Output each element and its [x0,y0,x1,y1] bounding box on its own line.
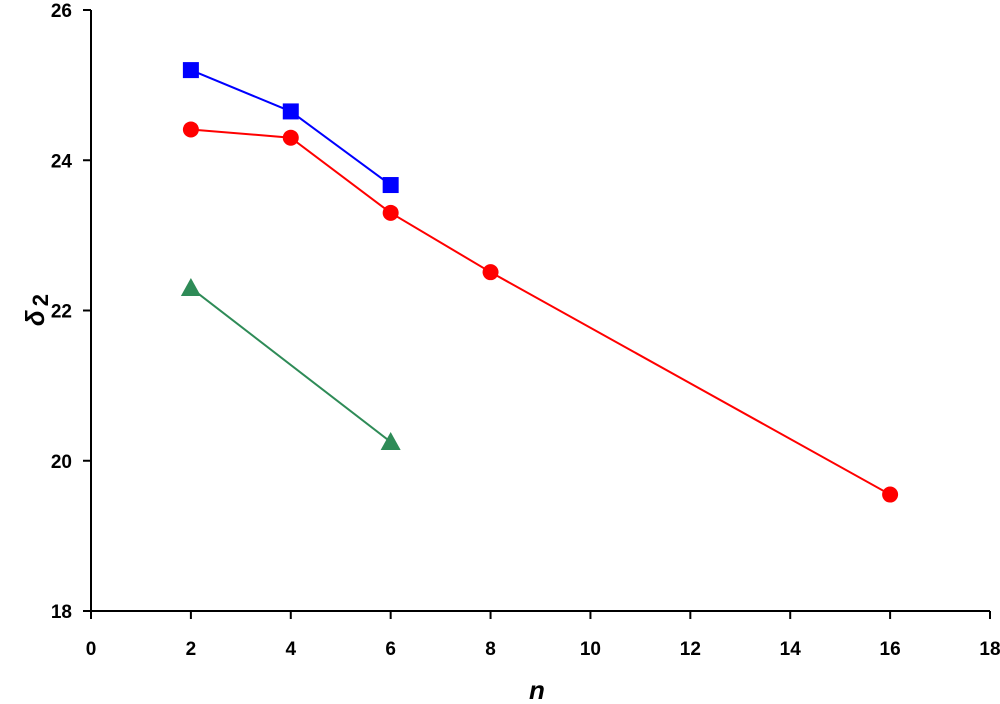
data-point-circle [882,486,899,503]
data-point-triangle [180,277,201,296]
data-point-square [182,62,199,79]
x-tick-label: 18 [979,639,1000,660]
axes [90,10,990,612]
data-point-square [382,177,399,194]
x-tick-label: 2 [186,639,197,660]
x-tick-label: 6 [385,639,396,660]
data-point-circle [482,264,499,281]
x-tick-label: 16 [880,639,901,660]
y-tick-label: 22 [51,302,72,323]
data-point-circle [182,121,199,138]
series-line [190,287,392,443]
data-point-circle [282,129,299,146]
series-circle [182,121,899,503]
series-line [190,69,392,186]
x-axis-title: n [529,675,545,704]
y-axis-title: δ2 [20,294,53,326]
series-layer [180,62,899,503]
data-point-square [282,103,299,120]
y-tick-label: 20 [51,452,72,473]
data-point-triangle [380,431,401,450]
x-tick-label: 12 [680,639,701,660]
y-axis-title-symbol: δ [20,310,50,326]
series-square [182,62,399,194]
y-tick-label: 18 [51,602,72,623]
y-tick-label: 24 [51,151,73,172]
data-point-circle [382,204,399,221]
x-tick-label: 0 [86,639,97,660]
x-tick-label: 10 [580,639,601,660]
x-tick-label: 4 [285,639,296,660]
x-tick-label: 8 [485,639,496,660]
series-line [190,128,891,496]
y-axis-title-subscript: 2 [28,294,53,306]
y-tick-label: 26 [51,1,72,22]
x-tick-label: 14 [780,639,802,660]
series-triangle [180,277,401,450]
